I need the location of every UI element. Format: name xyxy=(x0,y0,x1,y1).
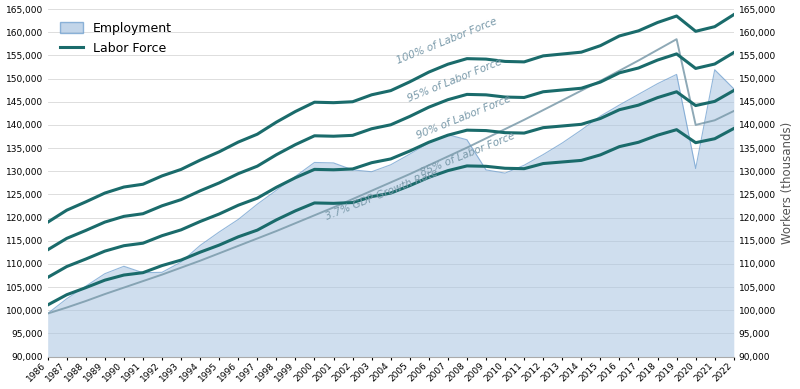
Text: 3.7% GDP Growth Rate: 3.7% GDP Growth Rate xyxy=(324,168,439,222)
Text: 90% of Labor Force: 90% of Labor Force xyxy=(415,94,513,141)
Text: 95% of Labor Force: 95% of Labor Force xyxy=(406,57,503,104)
Text: 85% of Labor Force: 85% of Labor Force xyxy=(419,131,517,178)
Legend: Employment, Labor Force: Employment, Labor Force xyxy=(54,15,178,61)
Text: 100% of Labor Force: 100% of Labor Force xyxy=(394,16,498,66)
Y-axis label: Workers (thousands): Workers (thousands) xyxy=(782,122,794,244)
